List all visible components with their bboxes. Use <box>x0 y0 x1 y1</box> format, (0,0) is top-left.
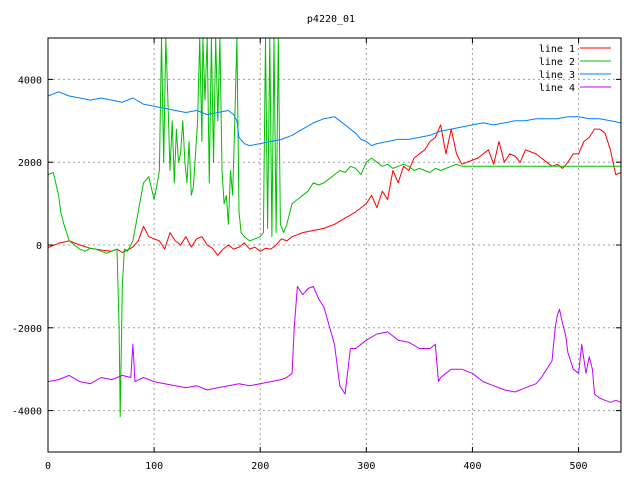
y-tick-label: 2000 <box>18 158 42 169</box>
series-line-2 <box>47 37 621 418</box>
y-tick-label: -2000 <box>12 324 42 335</box>
y-tick-label: 0 <box>36 241 42 252</box>
series-line-4 <box>47 285 622 403</box>
x-tick-label: 500 <box>570 461 588 472</box>
x-tick-label: 300 <box>357 461 375 472</box>
chart-title: p4220_01 <box>307 14 355 25</box>
y-tick-label: -4000 <box>12 407 42 418</box>
x-tick-label: 200 <box>251 461 269 472</box>
x-tick-label: 400 <box>463 461 481 472</box>
legend-label: line 3 <box>539 70 575 81</box>
series-line-1 <box>47 124 622 256</box>
legend-label: line 2 <box>539 57 575 68</box>
legend-label: line 1 <box>539 44 575 55</box>
y-tick-label: 4000 <box>18 75 42 86</box>
series-group <box>47 37 622 418</box>
series-line-3 <box>47 91 622 147</box>
x-tick-label: 0 <box>45 461 51 472</box>
x-tick-label: 100 <box>145 461 163 472</box>
axis-ticks: -4000 -2000 0 2000 4000 0 100 200 300 400 500 <box>12 38 621 472</box>
grid <box>47 38 621 452</box>
legend-label: line 4 <box>539 83 575 94</box>
legend: line 1 line 2 line 3 line 4 <box>539 44 611 94</box>
